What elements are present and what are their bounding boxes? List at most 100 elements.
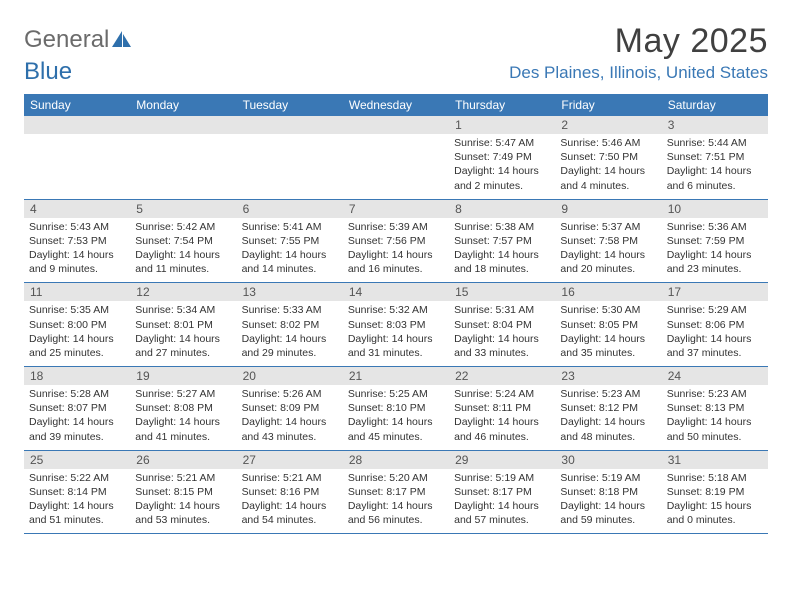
day-detail: Sunrise: 5:19 AMSunset: 8:18 PMDaylight:…: [555, 469, 661, 534]
day-number: 22: [449, 367, 555, 385]
day-number: 6: [237, 200, 343, 218]
calendar-cell: 6Sunrise: 5:41 AMSunset: 7:55 PMDaylight…: [237, 200, 343, 283]
sunset-text: Sunset: 7:56 PM: [348, 234, 444, 248]
daylight-text: Daylight: 14 hours and 23 minutes.: [667, 248, 763, 276]
day-detail: Sunrise: 5:46 AMSunset: 7:50 PMDaylight:…: [555, 134, 661, 199]
day-detail: Sunrise: 5:23 AMSunset: 8:13 PMDaylight:…: [662, 385, 768, 450]
sunrise-text: Sunrise: 5:42 AM: [135, 220, 231, 234]
daylight-text: Daylight: 14 hours and 29 minutes.: [242, 332, 338, 360]
calendar-cell: 20Sunrise: 5:26 AMSunset: 8:09 PMDayligh…: [237, 367, 343, 450]
sunset-text: Sunset: 7:59 PM: [667, 234, 763, 248]
sail-icon: [112, 26, 132, 54]
daylight-text: Daylight: 14 hours and 4 minutes.: [560, 164, 656, 192]
day-number: 28: [343, 451, 449, 469]
daylight-text: Daylight: 14 hours and 59 minutes.: [560, 499, 656, 527]
day-detail: Sunrise: 5:19 AMSunset: 8:17 PMDaylight:…: [449, 469, 555, 534]
daylight-text: Daylight: 14 hours and 43 minutes.: [242, 415, 338, 443]
day-number: 24: [662, 367, 768, 385]
sunset-text: Sunset: 8:09 PM: [242, 401, 338, 415]
day-detail: Sunrise: 5:21 AMSunset: 8:15 PMDaylight:…: [130, 469, 236, 534]
sunrise-text: Sunrise: 5:38 AM: [454, 220, 550, 234]
daylight-text: Daylight: 14 hours and 57 minutes.: [454, 499, 550, 527]
calendar-cell: [130, 116, 236, 199]
sunset-text: Sunset: 8:17 PM: [348, 485, 444, 499]
calendar-cell: [237, 116, 343, 199]
calendar-week: 4Sunrise: 5:43 AMSunset: 7:53 PMDaylight…: [24, 200, 768, 284]
sunset-text: Sunset: 8:19 PM: [667, 485, 763, 499]
calendar-week: 1Sunrise: 5:47 AMSunset: 7:49 PMDaylight…: [24, 116, 768, 200]
daylight-text: Daylight: 14 hours and 2 minutes.: [454, 164, 550, 192]
daylight-text: Daylight: 14 hours and 35 minutes.: [560, 332, 656, 360]
calendar-cell: 15Sunrise: 5:31 AMSunset: 8:04 PMDayligh…: [449, 283, 555, 366]
location-text: Des Plaines, Illinois, United States: [509, 63, 768, 83]
sunrise-text: Sunrise: 5:44 AM: [667, 136, 763, 150]
day-number: 13: [237, 283, 343, 301]
daylight-text: Daylight: 14 hours and 50 minutes.: [667, 415, 763, 443]
calendar-cell: 27Sunrise: 5:21 AMSunset: 8:16 PMDayligh…: [237, 451, 343, 534]
calendar-grid: 1Sunrise: 5:47 AMSunset: 7:49 PMDaylight…: [24, 116, 768, 534]
day-detail: Sunrise: 5:42 AMSunset: 7:54 PMDaylight:…: [130, 218, 236, 283]
day-detail: Sunrise: 5:28 AMSunset: 8:07 PMDaylight:…: [24, 385, 130, 450]
calendar-cell: 23Sunrise: 5:23 AMSunset: 8:12 PMDayligh…: [555, 367, 661, 450]
sunset-text: Sunset: 8:11 PM: [454, 401, 550, 415]
daylight-text: Daylight: 14 hours and 18 minutes.: [454, 248, 550, 276]
sunrise-text: Sunrise: 5:47 AM: [454, 136, 550, 150]
calendar-cell: 14Sunrise: 5:32 AMSunset: 8:03 PMDayligh…: [343, 283, 449, 366]
day-number: 19: [130, 367, 236, 385]
sunrise-text: Sunrise: 5:32 AM: [348, 303, 444, 317]
day-number: 25: [24, 451, 130, 469]
weekday-header: Wednesday: [343, 94, 449, 116]
sunset-text: Sunset: 7:58 PM: [560, 234, 656, 248]
day-detail: Sunrise: 5:34 AMSunset: 8:01 PMDaylight:…: [130, 301, 236, 366]
sunrise-text: Sunrise: 5:36 AM: [667, 220, 763, 234]
sunset-text: Sunset: 8:16 PM: [242, 485, 338, 499]
day-number: [24, 116, 130, 134]
sunset-text: Sunset: 8:02 PM: [242, 318, 338, 332]
weekday-header: Tuesday: [237, 94, 343, 116]
sunset-text: Sunset: 8:12 PM: [560, 401, 656, 415]
sunset-text: Sunset: 8:13 PM: [667, 401, 763, 415]
sunrise-text: Sunrise: 5:34 AM: [135, 303, 231, 317]
calendar-cell: 7Sunrise: 5:39 AMSunset: 7:56 PMDaylight…: [343, 200, 449, 283]
calendar-cell: 31Sunrise: 5:18 AMSunset: 8:19 PMDayligh…: [662, 451, 768, 534]
brand-text: GeneralBlue: [24, 26, 132, 86]
sunrise-text: Sunrise: 5:23 AM: [560, 387, 656, 401]
daylight-text: Daylight: 14 hours and 20 minutes.: [560, 248, 656, 276]
daylight-text: Daylight: 14 hours and 46 minutes.: [454, 415, 550, 443]
calendar-cell: 21Sunrise: 5:25 AMSunset: 8:10 PMDayligh…: [343, 367, 449, 450]
day-number: 15: [449, 283, 555, 301]
sunrise-text: Sunrise: 5:25 AM: [348, 387, 444, 401]
daylight-text: Daylight: 14 hours and 11 minutes.: [135, 248, 231, 276]
sunset-text: Sunset: 7:55 PM: [242, 234, 338, 248]
day-detail: Sunrise: 5:44 AMSunset: 7:51 PMDaylight:…: [662, 134, 768, 199]
daylight-text: Daylight: 14 hours and 25 minutes.: [29, 332, 125, 360]
day-detail: Sunrise: 5:23 AMSunset: 8:12 PMDaylight:…: [555, 385, 661, 450]
sunrise-text: Sunrise: 5:39 AM: [348, 220, 444, 234]
day-number: 3: [662, 116, 768, 134]
daylight-text: Daylight: 14 hours and 54 minutes.: [242, 499, 338, 527]
weekday-header: Thursday: [449, 94, 555, 116]
day-number: 16: [555, 283, 661, 301]
brand-part1: General: [24, 26, 109, 53]
calendar-cell: 9Sunrise: 5:37 AMSunset: 7:58 PMDaylight…: [555, 200, 661, 283]
daylight-text: Daylight: 14 hours and 6 minutes.: [667, 164, 763, 192]
sunrise-text: Sunrise: 5:22 AM: [29, 471, 125, 485]
month-title: May 2025: [509, 22, 768, 61]
calendar-week: 11Sunrise: 5:35 AMSunset: 8:00 PMDayligh…: [24, 283, 768, 367]
weekday-header: Saturday: [662, 94, 768, 116]
day-number: 5: [130, 200, 236, 218]
day-detail: Sunrise: 5:18 AMSunset: 8:19 PMDaylight:…: [662, 469, 768, 534]
day-detail: Sunrise: 5:31 AMSunset: 8:04 PMDaylight:…: [449, 301, 555, 366]
sunset-text: Sunset: 7:50 PM: [560, 150, 656, 164]
day-number: 27: [237, 451, 343, 469]
calendar-cell: 4Sunrise: 5:43 AMSunset: 7:53 PMDaylight…: [24, 200, 130, 283]
sunset-text: Sunset: 8:14 PM: [29, 485, 125, 499]
sunrise-text: Sunrise: 5:19 AM: [560, 471, 656, 485]
calendar-cell: 25Sunrise: 5:22 AMSunset: 8:14 PMDayligh…: [24, 451, 130, 534]
sunrise-text: Sunrise: 5:18 AM: [667, 471, 763, 485]
day-number: 21: [343, 367, 449, 385]
sunrise-text: Sunrise: 5:43 AM: [29, 220, 125, 234]
day-detail: Sunrise: 5:21 AMSunset: 8:16 PMDaylight:…: [237, 469, 343, 534]
day-detail: Sunrise: 5:29 AMSunset: 8:06 PMDaylight:…: [662, 301, 768, 366]
daylight-text: Daylight: 14 hours and 9 minutes.: [29, 248, 125, 276]
